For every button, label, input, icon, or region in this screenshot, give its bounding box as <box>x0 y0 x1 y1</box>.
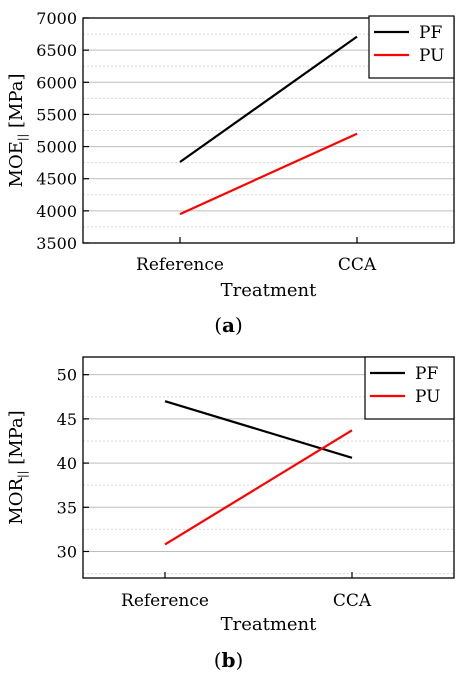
y-tick-label: 5000 <box>36 138 77 157</box>
plot-frame <box>82 17 455 244</box>
chart-panel-a: 3500 4000 4500 5000 5500 6000 6500 7000 Referenc… <box>6 9 455 301</box>
y-tick-label: 5500 <box>36 105 77 124</box>
panel-label: (b) <box>214 648 244 672</box>
y-tick-label: 3500 <box>36 234 77 253</box>
x-tick-label: CCA <box>333 591 372 611</box>
y-axis-label: MOE|| [MPa] <box>6 74 30 188</box>
y-tick-label: 50 <box>57 366 77 385</box>
y-tick-label: 4500 <box>36 170 77 189</box>
legend: PF PU <box>368 15 455 79</box>
legend: PF PU <box>364 356 455 420</box>
x-axis-label: Treatment <box>221 280 318 301</box>
y-axis-label: MOR|| [MPa] <box>6 410 30 524</box>
legend-box <box>364 356 455 420</box>
legend-label-pu: PU <box>415 387 440 407</box>
series-line-pu <box>164 429 353 546</box>
legend-label-pu: PU <box>419 46 444 66</box>
y-tick-label: 6000 <box>36 73 77 92</box>
plot-frame <box>82 356 455 579</box>
y-tick-label: 6500 <box>36 41 77 60</box>
chart-panel-b: 30 35 40 45 50 Reference CCA Treatment MOR|| [MP… <box>6 356 455 635</box>
y-tick-label: 4000 <box>36 202 77 221</box>
y-tick-label: 35 <box>57 498 77 517</box>
series-line-pu <box>179 132 358 216</box>
y-tick-label: 45 <box>57 410 77 429</box>
y-tick-label: 30 <box>57 542 77 561</box>
x-axis-label: Treatment <box>221 614 318 635</box>
legend-label-pf: PF <box>415 364 438 384</box>
legend-label-pf: PF <box>419 23 442 43</box>
panel-label: (a) <box>214 313 243 337</box>
legend-box <box>368 15 455 79</box>
series-line-pf <box>164 400 353 459</box>
y-tick-label: 7000 <box>36 9 77 28</box>
x-tick-label: Reference <box>121 591 209 611</box>
x-tick-label: Reference <box>136 255 224 275</box>
series-line-pf <box>179 35 358 163</box>
y-tick-label: 40 <box>57 454 77 473</box>
x-tick-label: CCA <box>338 255 377 275</box>
